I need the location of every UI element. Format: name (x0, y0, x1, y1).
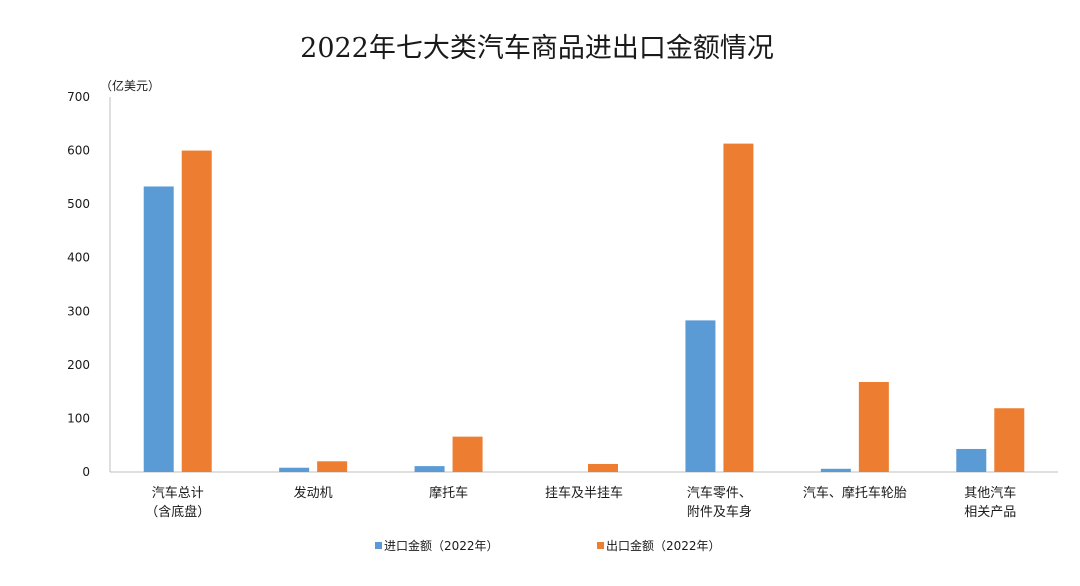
export-bar-5 (858, 382, 889, 472)
unit-label: （亿美元） (100, 78, 160, 93)
x-category-label: 发动机 (294, 485, 333, 501)
import-bar-5 (820, 468, 851, 472)
x-category-label: 其他汽车相关产品 (964, 485, 1016, 520)
bars (143, 143, 1025, 473)
y-tick-label: 700 (67, 90, 90, 104)
x-category-label: 汽车、摩托车轮胎 (803, 485, 907, 501)
legend-swatch-1 (597, 542, 604, 549)
y-tick-label: 500 (67, 197, 90, 211)
chart-title: 2022年七大类汽车商品进出口金额情况 (300, 33, 774, 64)
import-bar-0 (143, 186, 174, 472)
export-bar-1 (317, 461, 348, 472)
y-tick-label: 600 (67, 144, 90, 158)
export-bar-0 (181, 150, 212, 473)
x-category-label: 摩托车 (429, 485, 468, 501)
y-tick-label: 300 (67, 304, 90, 318)
export-bar-3 (588, 463, 618, 472)
x-category-label: 汽车零件、附件及车身 (687, 485, 752, 520)
y-axis: 0 100 200 300 400 500 600 700 (67, 90, 111, 479)
legend-label-0: 进口金额（2022年） (384, 538, 499, 553)
import-bar-1 (279, 467, 310, 472)
import-bar-2 (414, 466, 445, 472)
export-bar-4 (723, 143, 754, 472)
legend: 进口金额（2022年） 出口金额（2022年） (375, 538, 721, 553)
legend-label-1: 出口金额（2022年） (606, 538, 721, 553)
import-bar-4 (685, 320, 716, 472)
y-tick-label: 400 (67, 251, 90, 265)
y-tick-label: 100 (67, 411, 90, 425)
y-tick-label: 0 (82, 465, 90, 479)
export-bar-2 (452, 436, 483, 472)
x-axis: 汽车总计（含底盘） 发动机 摩托车 挂车及半挂车 汽车零件、附件及车身 汽车、摩托车轮胎 其… (110, 471, 1058, 520)
import-bar-6 (956, 448, 987, 472)
legend-swatch-0 (375, 542, 382, 549)
y-tick-label: 200 (67, 358, 90, 372)
x-category-label: 汽车总计（含底盘） (145, 485, 210, 520)
export-bar-6 (994, 408, 1025, 472)
x-category-label: 挂车及半挂车 (545, 485, 623, 501)
